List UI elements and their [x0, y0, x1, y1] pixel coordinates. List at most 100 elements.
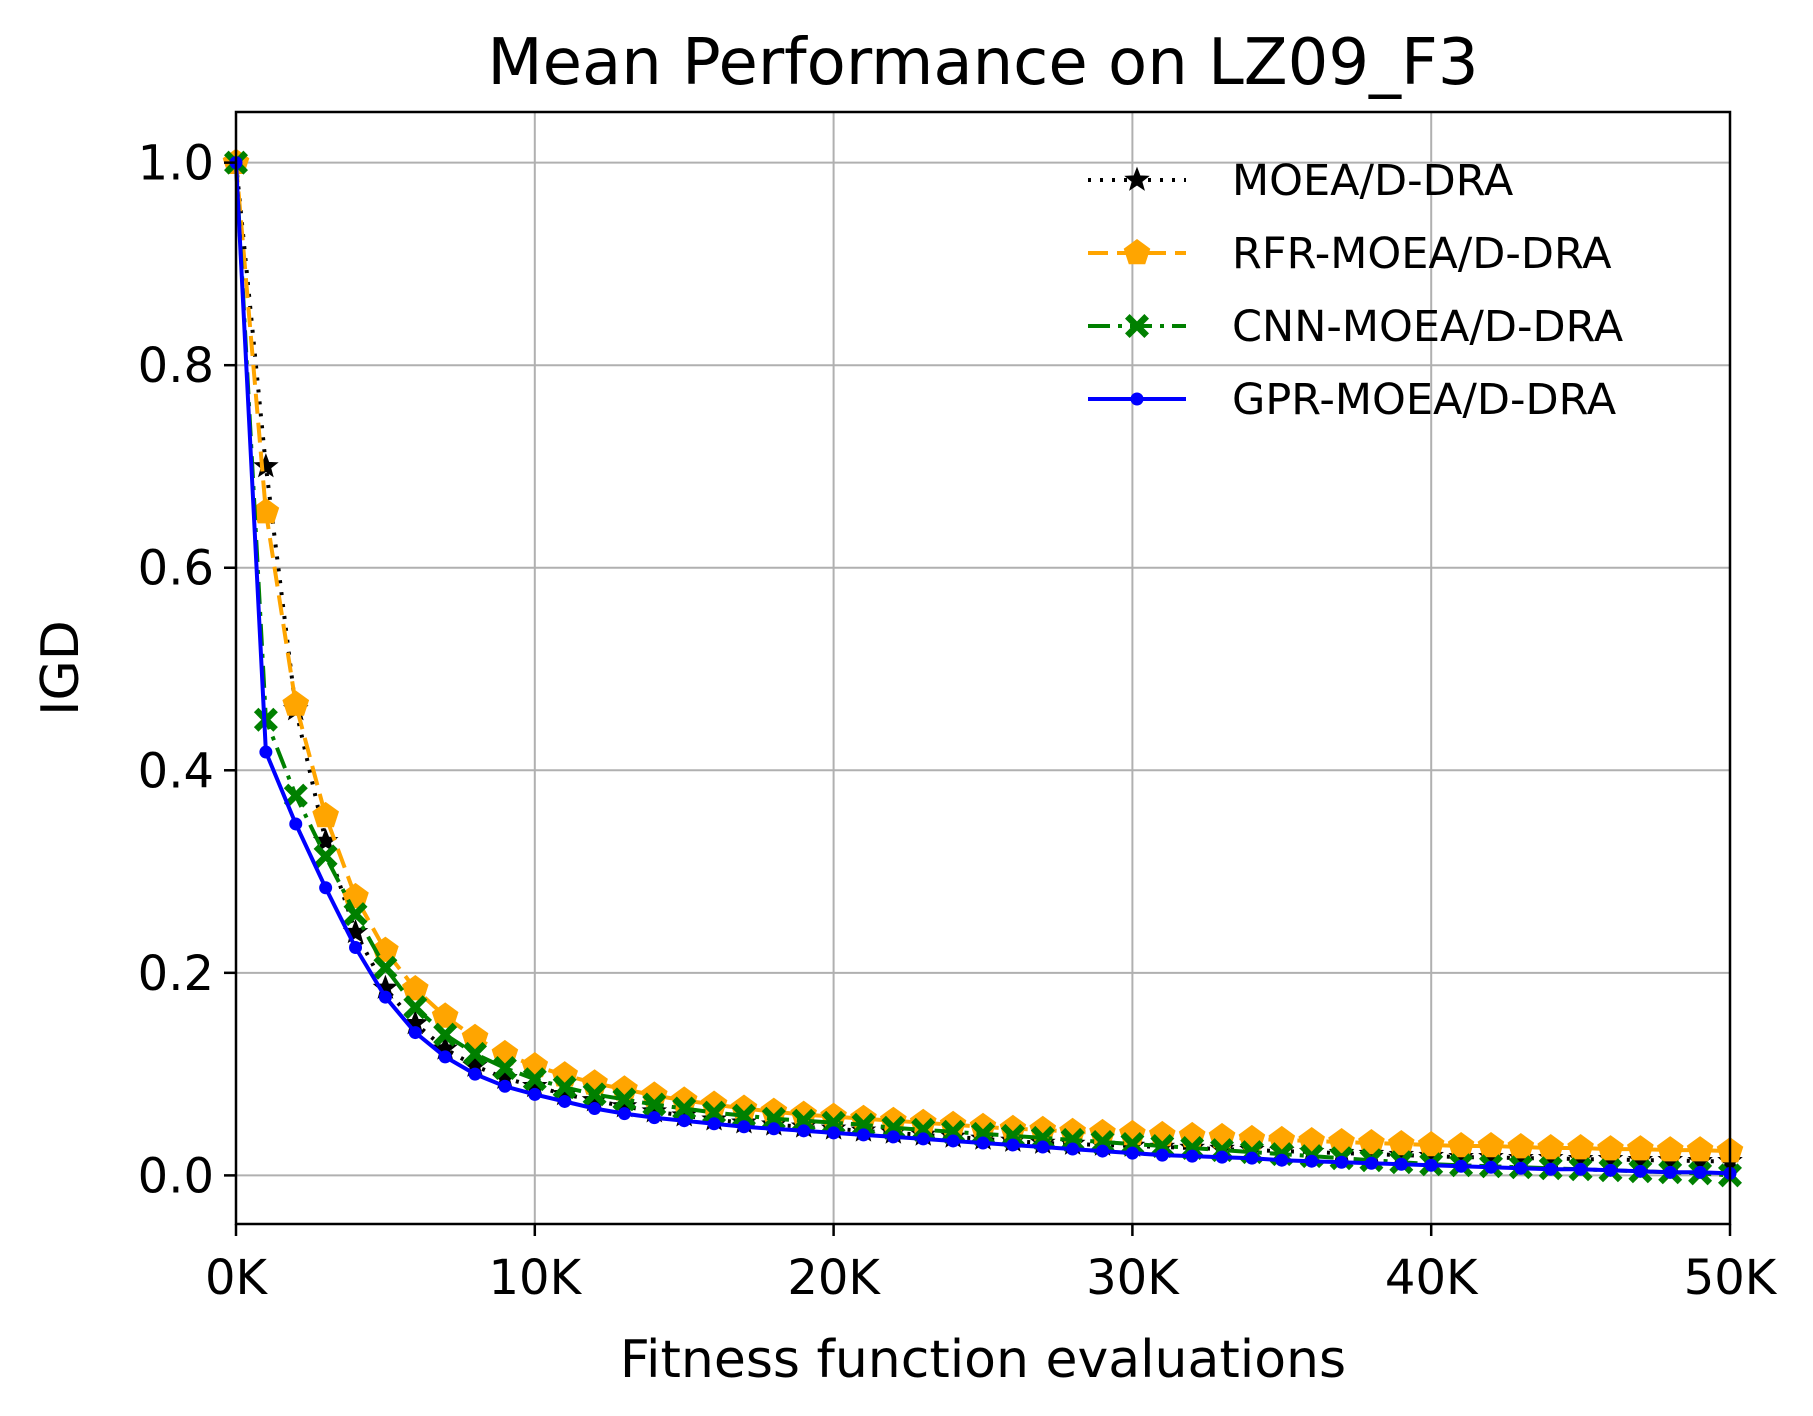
data-point-cnn-moea-d-dra [642, 1092, 667, 1117]
data-point-gpr-moea-d-dra [259, 745, 273, 759]
data-point-gpr-moea-d-dra [289, 817, 303, 831]
data-point-gpr-moea-d-dra [617, 1107, 631, 1121]
data-point-gpr-moea-d-dra [797, 1124, 811, 1138]
data-point-rfr-moea-d-dra [1686, 1136, 1714, 1162]
legend: MOEA/D-DRA RFR-MOEA/D-DRA CNN-MOEA/D-DRA GP… [1088, 156, 1624, 425]
data-point-cnn-moea-d-dra [761, 1106, 786, 1131]
x-tick-label: 40K [1385, 1250, 1479, 1306]
data-point-rfr-moea-d-dra [1537, 1134, 1564, 1160]
plot-frame [234, 110, 1732, 1226]
data-point-rfr-moea-d-dra [1656, 1136, 1684, 1162]
legend-label-rfr-moea-d-dra: RFR-MOEA/D-DRA [1232, 229, 1612, 279]
legend-item-moea-d-dra: MOEA/D-DRA [1088, 156, 1514, 206]
data-point-gpr-moea-d-dra [1514, 1161, 1528, 1175]
data-point-gpr-moea-d-dra [737, 1120, 751, 1134]
data-point-cnn-moea-d-dra [911, 1117, 936, 1142]
data-point-cnn-moea-d-dra [672, 1096, 697, 1121]
data-point-gpr-moea-d-dra [1305, 1154, 1319, 1168]
data-point-cnn-moea-d-dra [791, 1108, 816, 1133]
data-point-cnn-moea-d-dra [373, 955, 398, 980]
ticks: 0K 10K 20K 30K 40K 50K 0.0 0.2 0.4 0.6 0.8 1.0 [138, 136, 1778, 1306]
data-point-gpr-moea-d-dra [1394, 1157, 1408, 1171]
data-point-gpr-moea-d-dra [528, 1087, 542, 1101]
x-tick-label: 10K [489, 1250, 583, 1306]
data-point-cnn-moea-d-dra [433, 1022, 458, 1047]
y-tick-label: 0.6 [138, 541, 214, 597]
data-point-gpr-moea-d-dra [946, 1134, 960, 1148]
data-point-gpr-moea-d-dra [1424, 1158, 1438, 1172]
data-point-cnn-moea-d-dra [492, 1056, 517, 1080]
legend-marker-rfr-moea-d-dra [1123, 239, 1151, 265]
data-point-gpr-moea-d-dra [1275, 1153, 1289, 1167]
data-point-gpr-moea-d-dra [1603, 1163, 1617, 1177]
data-point-gpr-moea-d-dra [408, 1026, 422, 1040]
data-point-gpr-moea-d-dra [588, 1102, 602, 1116]
data-point-gpr-moea-d-dra [319, 881, 333, 895]
data-point-gpr-moea-d-dra [1125, 1146, 1139, 1160]
data-point-gpr-moea-d-dra [1245, 1151, 1259, 1165]
data-point-gpr-moea-d-dra [349, 941, 363, 955]
data-point-cnn-moea-d-dra [732, 1103, 756, 1128]
legend-marker-moea-d-dra [1124, 166, 1150, 191]
data-point-gpr-moea-d-dra [438, 1050, 452, 1064]
data-point-gpr-moea-d-dra [468, 1067, 482, 1081]
legend-label-cnn-moea-d-dra: CNN-MOEA/D-DRA [1232, 302, 1624, 352]
data-point-gpr-moea-d-dra [1096, 1144, 1110, 1158]
legend-marker-cnn-moea-d-dra [1125, 314, 1149, 338]
x-tick-label: 30K [1086, 1250, 1180, 1306]
data-point-gpr-moea-d-dra [1215, 1150, 1229, 1164]
data-point-gpr-moea-d-dra [1454, 1159, 1468, 1173]
legend-item-cnn-moea-d-dra: CNN-MOEA/D-DRA [1088, 302, 1624, 352]
y-tick-label: 1.0 [138, 136, 214, 192]
y-tick-label: 0.4 [138, 743, 214, 799]
legend-item-rfr-moea-d-dra: RFR-MOEA/D-DRA [1088, 229, 1612, 279]
data-point-cnn-moea-d-dra [1120, 1132, 1145, 1156]
data-point-cnn-moea-d-dra [821, 1110, 846, 1135]
data-point-gpr-moea-d-dra [1484, 1160, 1498, 1174]
data-point-cnn-moea-d-dra [463, 1041, 487, 1066]
data-point-cnn-moea-d-dra [1060, 1127, 1085, 1152]
data-point-cnn-moea-d-dra [612, 1087, 637, 1112]
data-point-gpr-moea-d-dra [1544, 1162, 1558, 1176]
data-point-gpr-moea-d-dra [1185, 1149, 1199, 1163]
y-tick-label: 0.2 [138, 946, 214, 1002]
data-point-rfr-moea-d-dra [282, 690, 310, 716]
data-point-gpr-moea-d-dra [498, 1079, 512, 1093]
data-point-rfr-moea-d-dra [1597, 1135, 1624, 1161]
data-point-rfr-moea-d-dra [1477, 1132, 1505, 1158]
data-point-gpr-moea-d-dra [647, 1111, 661, 1125]
data-point-cnn-moea-d-dra [851, 1112, 876, 1137]
x-axis-label: Fitness function evaluations [620, 1330, 1346, 1390]
data-point-rfr-moea-d-dra [909, 1108, 937, 1135]
data-point-cnn-moea-d-dra [702, 1100, 727, 1125]
data-point-cnn-moea-d-dra [343, 902, 368, 927]
data-point-gpr-moea-d-dra [827, 1126, 841, 1140]
data-point-rfr-moea-d-dra [1567, 1134, 1594, 1160]
data-point-cnn-moea-d-dra [971, 1121, 995, 1146]
legend-label-moea-d-dra: MOEA/D-DRA [1232, 156, 1514, 206]
data-point-gpr-moea-d-dra [1574, 1162, 1588, 1176]
data-point-gpr-moea-d-dra [1693, 1165, 1707, 1179]
data-point-cnn-moea-d-dra [1090, 1130, 1115, 1154]
x-tick-label: 0K [205, 1250, 269, 1306]
y-tick-label: 0.0 [138, 1148, 214, 1204]
data-point-cnn-moea-d-dra [1150, 1134, 1175, 1158]
data-point-gpr-moea-d-dra [707, 1117, 721, 1131]
legend-label-gpr-moea-d-dra: GPR-MOEA/D-DRA [1232, 375, 1617, 425]
data-point-moea-d-dra [253, 453, 279, 478]
y-tick-label: 0.8 [138, 338, 214, 394]
data-point-gpr-moea-d-dra [916, 1132, 930, 1146]
data-point-rfr-moea-d-dra [1388, 1130, 1415, 1156]
data-point-cnn-moea-d-dra [881, 1115, 906, 1140]
data-point-rfr-moea-d-dra [252, 498, 280, 524]
chart-title: Mean Performance on LZ09_F3 [487, 26, 1478, 100]
data-point-rfr-moea-d-dra [1447, 1132, 1475, 1158]
data-point-cnn-moea-d-dra [552, 1075, 577, 1100]
data-point-gpr-moea-d-dra [378, 990, 392, 1004]
data-point-cnn-moea-d-dra [313, 844, 338, 869]
data-point-rfr-moea-d-dra [402, 975, 429, 1001]
data-point-rfr-moea-d-dra [312, 801, 339, 828]
data-point-gpr-moea-d-dra [1066, 1142, 1080, 1156]
data-point-gpr-moea-d-dra [767, 1122, 781, 1136]
